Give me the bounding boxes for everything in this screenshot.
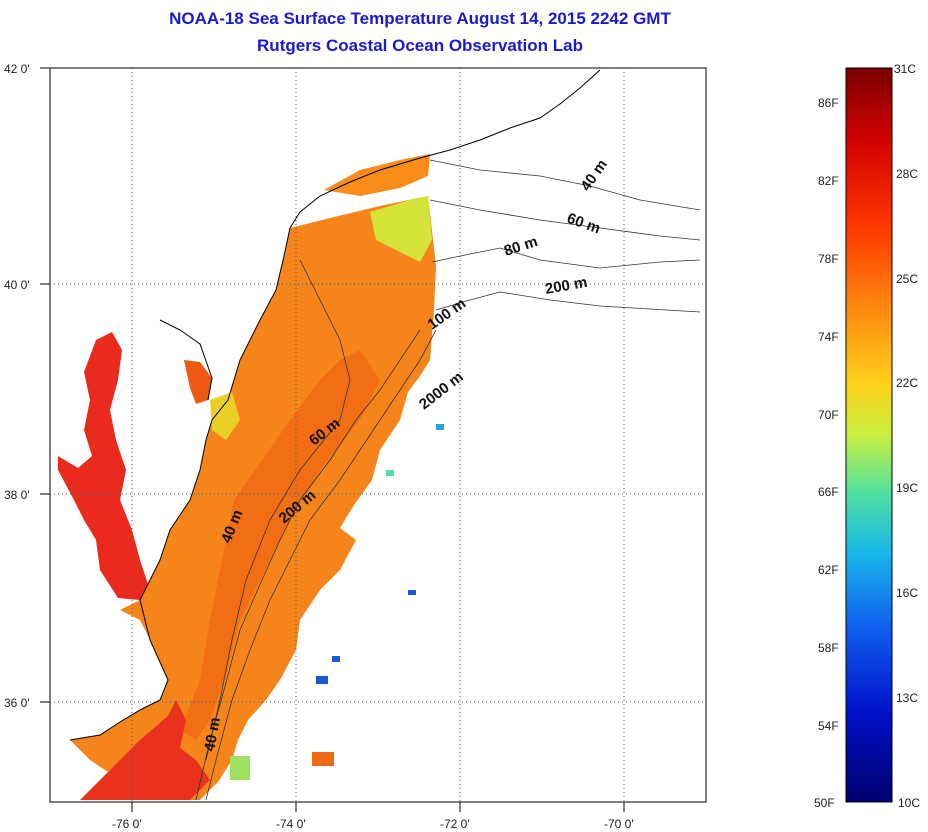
- offshore-pixel: [436, 424, 444, 430]
- lon-tick-label: -74 0': [276, 817, 306, 831]
- colorbar-f-label: 78F: [818, 252, 839, 266]
- lon-tick-label: -76 0': [112, 817, 142, 831]
- colorbar-f-label: 66F: [818, 485, 839, 499]
- colorbar-f-label: 54F: [818, 719, 839, 733]
- colorbar-c-label: 10C: [898, 796, 921, 810]
- colorbar-c-label: 28C: [896, 167, 919, 181]
- colorbar-c-label: 22C: [896, 376, 919, 390]
- nj-coast-cool-patch: [210, 392, 240, 440]
- colorbar-c-label: 13C: [896, 691, 919, 705]
- colorbar: [845, 67, 893, 803]
- lat-tick-label: 38 0': [4, 488, 30, 502]
- colorbar-f-label: 86F: [818, 96, 839, 110]
- colorbar-f-label: 58F: [818, 641, 839, 655]
- map-title: NOAA-18 Sea Surface Temperature August 1…: [169, 9, 671, 28]
- offshore-pixel: [332, 656, 340, 662]
- lon-tick-label: -72 0': [440, 817, 470, 831]
- isobaths: [195, 159, 701, 801]
- offshore-pixel: [386, 470, 394, 476]
- delaware-bay-sst: [184, 360, 212, 404]
- colorbar-f-label: 74F: [818, 330, 839, 344]
- offshore-pixel: [312, 752, 334, 766]
- colorbar-c-label: 16C: [896, 586, 919, 600]
- lat-tick-label: 42 0': [4, 62, 30, 76]
- colorbar-f-label: 82F: [818, 174, 839, 188]
- chesapeake-bay-sst: [58, 332, 150, 600]
- coastline: [289, 69, 601, 229]
- long-island-sound-sst: [324, 154, 430, 196]
- coastal-cool-pixels: [230, 756, 250, 780]
- lat-tick-label: 36 0': [4, 696, 30, 710]
- shelf-sst-warm-core: [180, 350, 380, 740]
- pamlico-sound-sst: [80, 700, 210, 800]
- delmarva-coast: [159, 319, 213, 401]
- isobath-label: 40 m: [201, 716, 224, 753]
- lon-tick-label: -70 0': [604, 817, 634, 831]
- axis-ticks: [40, 67, 625, 812]
- colorbar-f-label: 50F: [814, 796, 835, 810]
- colorbar-c-label: 25C: [896, 272, 919, 286]
- colorbar-c-label: 31C: [894, 62, 917, 76]
- map-subtitle: Rutgers Coastal Ocean Observation Lab: [257, 36, 583, 55]
- coastline: [69, 227, 291, 741]
- colorbar-f-label: 70F: [818, 408, 839, 422]
- ny-bight-cool-patch: [370, 196, 432, 262]
- offshore-pixel: [408, 590, 416, 595]
- colorbar-c-label: 19C: [896, 481, 919, 495]
- colorbar-f-label: 62F: [818, 563, 839, 577]
- graticule: [50, 68, 706, 802]
- offshore-pixel: [316, 676, 328, 684]
- lat-tick-label: 40 0': [4, 278, 30, 292]
